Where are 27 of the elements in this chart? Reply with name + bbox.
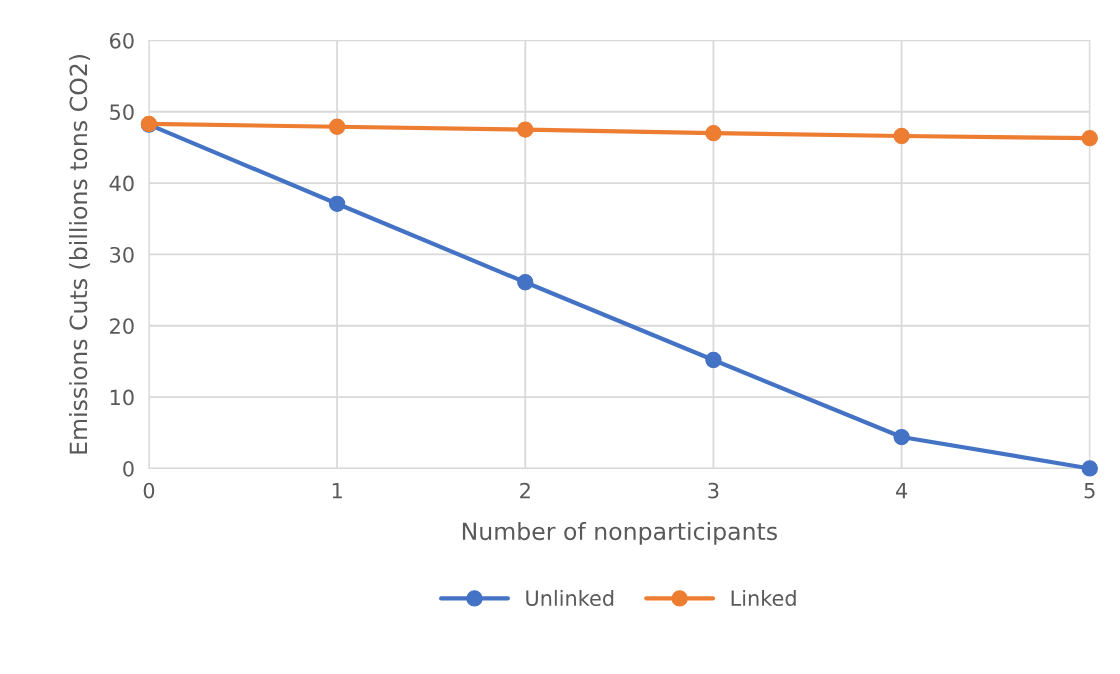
x-axis-title: Number of nonparticipants bbox=[462, 521, 777, 545]
x-tick-label: 4 bbox=[895, 482, 908, 499]
point bbox=[705, 351, 722, 369]
y-tick-label: 50 bbox=[110, 104, 134, 120]
point bbox=[517, 274, 534, 291]
y-tick-label: 20 bbox=[110, 318, 134, 334]
y-axis-title: Emissions Cuts (billions tons CO2) bbox=[69, 55, 91, 454]
y-tick-label: 0 bbox=[123, 460, 134, 477]
point bbox=[705, 125, 722, 142]
x-tick-label: 1 bbox=[332, 482, 342, 499]
point bbox=[517, 121, 534, 138]
legend-label: Linked bbox=[731, 589, 796, 607]
point bbox=[1081, 460, 1098, 477]
x-tick-label: 3 bbox=[708, 482, 719, 499]
point bbox=[328, 195, 346, 212]
point bbox=[1081, 130, 1098, 147]
legend-label: Unlinked bbox=[526, 589, 614, 607]
x-tick-label: 5 bbox=[1084, 482, 1095, 499]
y-tick-label: 60 bbox=[110, 32, 134, 49]
point bbox=[893, 428, 910, 446]
x-tick-label: 2 bbox=[520, 482, 530, 499]
y-tick-label: 40 bbox=[109, 175, 134, 192]
y-tick-label: 10 bbox=[110, 389, 134, 406]
point bbox=[893, 127, 910, 145]
y-tick-label: 30 bbox=[110, 246, 134, 263]
point bbox=[328, 118, 346, 135]
x-tick-label: 0 bbox=[143, 482, 155, 499]
